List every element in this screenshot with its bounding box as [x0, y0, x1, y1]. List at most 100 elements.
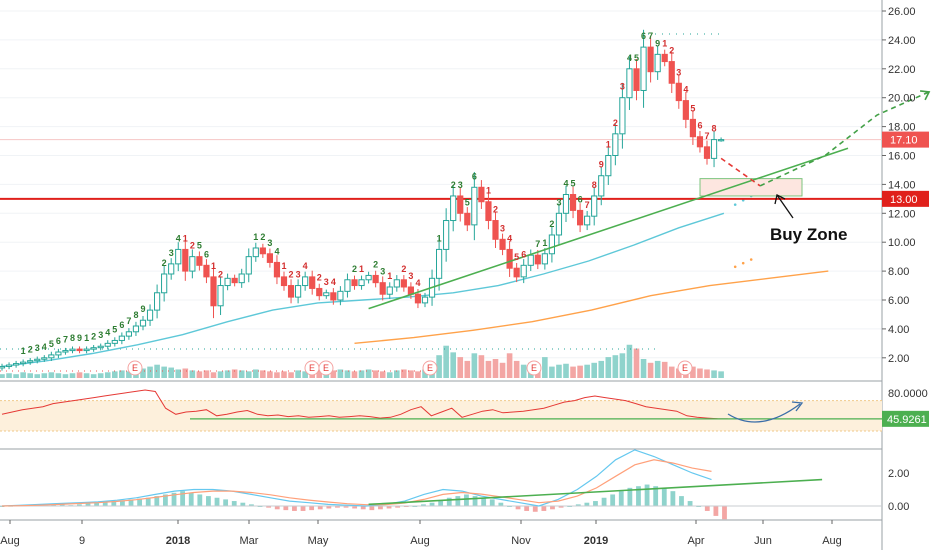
macd-hist-bar	[627, 487, 633, 506]
macd-hist-bar	[128, 499, 134, 506]
sequential-count: 7	[63, 335, 68, 345]
candle-body	[62, 350, 69, 353]
sequential-count: 4	[331, 277, 336, 287]
candle-body	[386, 286, 393, 295]
sequential-count: 2	[493, 205, 498, 215]
volume-bar	[676, 368, 682, 378]
sequential-count: 7	[126, 316, 131, 326]
macd-hist-bar	[584, 502, 590, 506]
candle-body	[139, 319, 147, 327]
candle-body	[654, 53, 661, 73]
candle-body	[598, 175, 605, 197]
candle-body	[541, 253, 548, 265]
macd-hist-bar	[687, 501, 693, 506]
volume-bar	[175, 369, 182, 378]
candle-body	[577, 209, 584, 226]
volume-bar	[55, 373, 62, 378]
sequential-count: 1	[387, 271, 392, 281]
macd-hist-bar	[395, 506, 401, 508]
sequential-count: 3	[324, 277, 329, 287]
sequential-count: 8	[133, 310, 138, 320]
sequential-count: 8	[592, 180, 597, 190]
projection-arrowhead	[920, 90, 931, 101]
macd-hist-bar	[283, 506, 289, 511]
sequential-count: 3	[267, 238, 272, 248]
sequential-count: 5	[634, 53, 639, 63]
macd-hist-bar	[481, 497, 487, 506]
macd-hist-bar	[661, 487, 667, 506]
macd-hist-bar	[369, 506, 375, 511]
macd-hist-bar	[206, 496, 211, 506]
macd-hist-bar	[618, 491, 624, 506]
date-tick-label: Apr	[687, 535, 704, 547]
candle-body	[13, 363, 20, 366]
volume-bar	[457, 357, 464, 378]
candle-body	[436, 248, 443, 279]
price-tick-label: 24.00	[888, 35, 916, 47]
macd-hist-bar	[489, 499, 495, 506]
axes: 26.0024.0022.0020.0018.0016.0014.0012.00…	[0, 6, 929, 547]
volume-bar	[189, 370, 196, 378]
macd-hist-bar	[102, 501, 108, 506]
macd-hist-bar	[593, 501, 598, 506]
volume-bar	[34, 374, 41, 378]
sequential-count: 2	[162, 258, 167, 268]
macd-tick-label: 2.00	[888, 468, 909, 480]
macd-hist-bar	[722, 506, 727, 520]
sequential-count: 3	[98, 330, 103, 340]
volume-bar	[302, 371, 308, 378]
volume-bar	[330, 370, 337, 378]
candle-body	[605, 155, 612, 177]
candle-body	[83, 348, 90, 352]
sequential-count: 1	[281, 261, 286, 271]
volume-bar	[704, 369, 710, 378]
sequential-count: 3	[556, 197, 561, 207]
volume-bar	[443, 345, 449, 378]
candle-body	[661, 53, 668, 63]
candle-body	[316, 287, 323, 297]
sequential-count: 2	[401, 264, 406, 274]
ma-slow-extension-dot	[741, 261, 745, 265]
candle-body	[562, 194, 570, 214]
candle-body	[182, 248, 189, 272]
volume-bar	[640, 359, 647, 378]
volume-bar	[90, 374, 97, 378]
macd-hist-bar	[558, 506, 564, 508]
volume-bar	[274, 372, 280, 378]
sequential-count: 1	[542, 238, 547, 248]
macd-hist-bar	[154, 496, 160, 506]
volume-bar	[196, 371, 203, 378]
ma-slow-line	[354, 270, 829, 344]
candle-body	[111, 339, 118, 344]
date-tick-label: Jun	[754, 535, 772, 547]
price-tick-label: 2.00	[888, 353, 909, 365]
candle-body	[640, 46, 647, 91]
price-tick-label: 20.00	[888, 93, 916, 105]
candle-body	[534, 254, 541, 265]
macd-hist-bar	[249, 504, 254, 506]
macd-hist-bar	[180, 491, 186, 506]
macd-signal-line	[1, 459, 712, 507]
volume-bar	[168, 367, 174, 378]
volume-bar	[549, 366, 555, 378]
sequential-count: 4	[507, 233, 512, 243]
volume-bar	[492, 359, 499, 378]
macd-hist-bar	[575, 504, 581, 506]
macd-hist-bar	[636, 486, 641, 506]
projection-up	[759, 91, 930, 187]
volume-bar	[436, 355, 442, 378]
macd-hist-bar	[163, 494, 168, 506]
macd-hist-bar	[111, 501, 117, 506]
volume-bar	[408, 370, 414, 378]
volume-bar	[647, 362, 654, 378]
macd-hist-bar	[653, 486, 659, 506]
sequential-count: 1	[21, 346, 26, 356]
volume-bar	[112, 371, 118, 378]
sequential-count: 3	[500, 223, 505, 233]
sequential-count: 2	[669, 46, 674, 56]
sequential-count: 2	[28, 345, 33, 355]
sequential-count: 4	[42, 342, 47, 352]
volume-bar	[626, 344, 633, 378]
volume-bar	[542, 357, 548, 378]
